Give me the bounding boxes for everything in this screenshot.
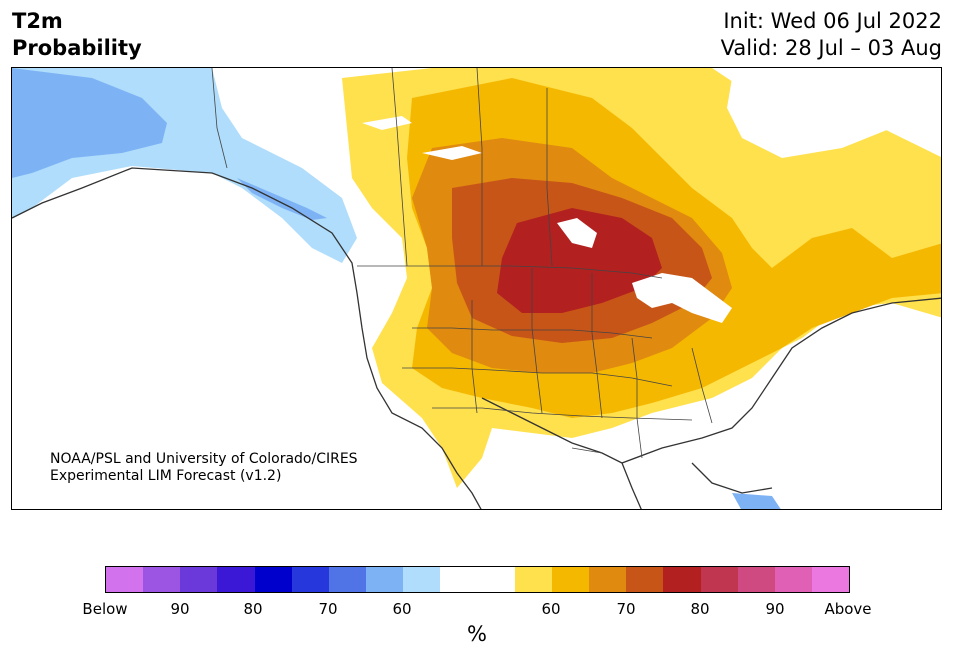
map-credit: NOAA/PSL and University of Colorado/CIRE… — [50, 451, 358, 485]
valid-date: Valid: 28 Jul – 03 Aug — [720, 36, 942, 60]
colorbar-segment — [626, 567, 664, 592]
lake-winnipeg — [557, 218, 597, 248]
chart-title: T2m Probability — [12, 8, 142, 62]
colorbar-tick-label: 70 — [616, 600, 636, 618]
title-line-2: Probability — [12, 36, 142, 60]
below-normal-south-region — [732, 493, 781, 509]
map-svg — [12, 68, 941, 509]
colorbar-segment — [180, 567, 218, 592]
colorbar-tick-label: 80 — [690, 600, 710, 618]
probability-map: NOAA/PSL and University of Colorado/CIRE… — [11, 67, 942, 510]
above-80-region — [497, 208, 662, 313]
colorbar-tick-label: 90 — [170, 600, 190, 618]
great-lakes — [632, 273, 732, 323]
colorbar-segment — [143, 567, 181, 592]
lake-athabasca — [422, 146, 482, 160]
colorbar-segment — [440, 567, 478, 592]
below-normal-region — [12, 68, 167, 178]
colorbar-segment — [737, 567, 775, 592]
colorbar-segment — [217, 567, 255, 592]
colorbar-unit: % — [467, 622, 487, 646]
political-borders — [211, 68, 713, 459]
coastlines — [12, 167, 941, 509]
credit-line-1: NOAA/PSL and University of Colorado/CIRE… — [50, 451, 358, 467]
colorbar-segment — [774, 567, 812, 592]
colorbar-tick-label: 60 — [392, 600, 412, 618]
colorbar-segment — [254, 567, 292, 592]
colorbar-tick-label: 70 — [318, 600, 338, 618]
colorbar-tick-label: Above — [824, 600, 872, 618]
great-slave-lake — [362, 116, 412, 130]
colorbar-tick-label: 90 — [765, 600, 785, 618]
colorbar-segment — [291, 567, 329, 592]
colorbar — [105, 566, 850, 593]
forecast-dates: Init: Wed 06 Jul 2022 Valid: 28 Jul – 03… — [721, 8, 942, 62]
colorbar-segment — [663, 567, 701, 592]
credit-line-2: Experimental LIM Forecast (v1.2) — [50, 468, 282, 484]
colorbar-segment — [551, 567, 590, 592]
title-line-1: T2m — [12, 9, 63, 33]
colorbar-tick-label: Below — [82, 600, 128, 618]
colorbar-segment — [589, 567, 627, 592]
init-date: Init: Wed 06 Jul 2022 — [723, 9, 942, 33]
colorbar-segment — [477, 567, 515, 592]
colorbar-segment — [366, 567, 404, 592]
colorbar-segment — [106, 567, 144, 592]
colorbar-segment — [514, 567, 552, 592]
colorbar-tick-label: 80 — [243, 600, 263, 618]
hudson-bay — [727, 68, 941, 158]
colorbar-segment — [700, 567, 738, 592]
colorbar-tick-label: 60 — [541, 600, 561, 618]
below-normal-coast-region — [237, 178, 327, 220]
colorbar-segment — [403, 567, 441, 592]
colorbar-segment — [328, 567, 367, 592]
colorbar-segment — [811, 567, 850, 592]
